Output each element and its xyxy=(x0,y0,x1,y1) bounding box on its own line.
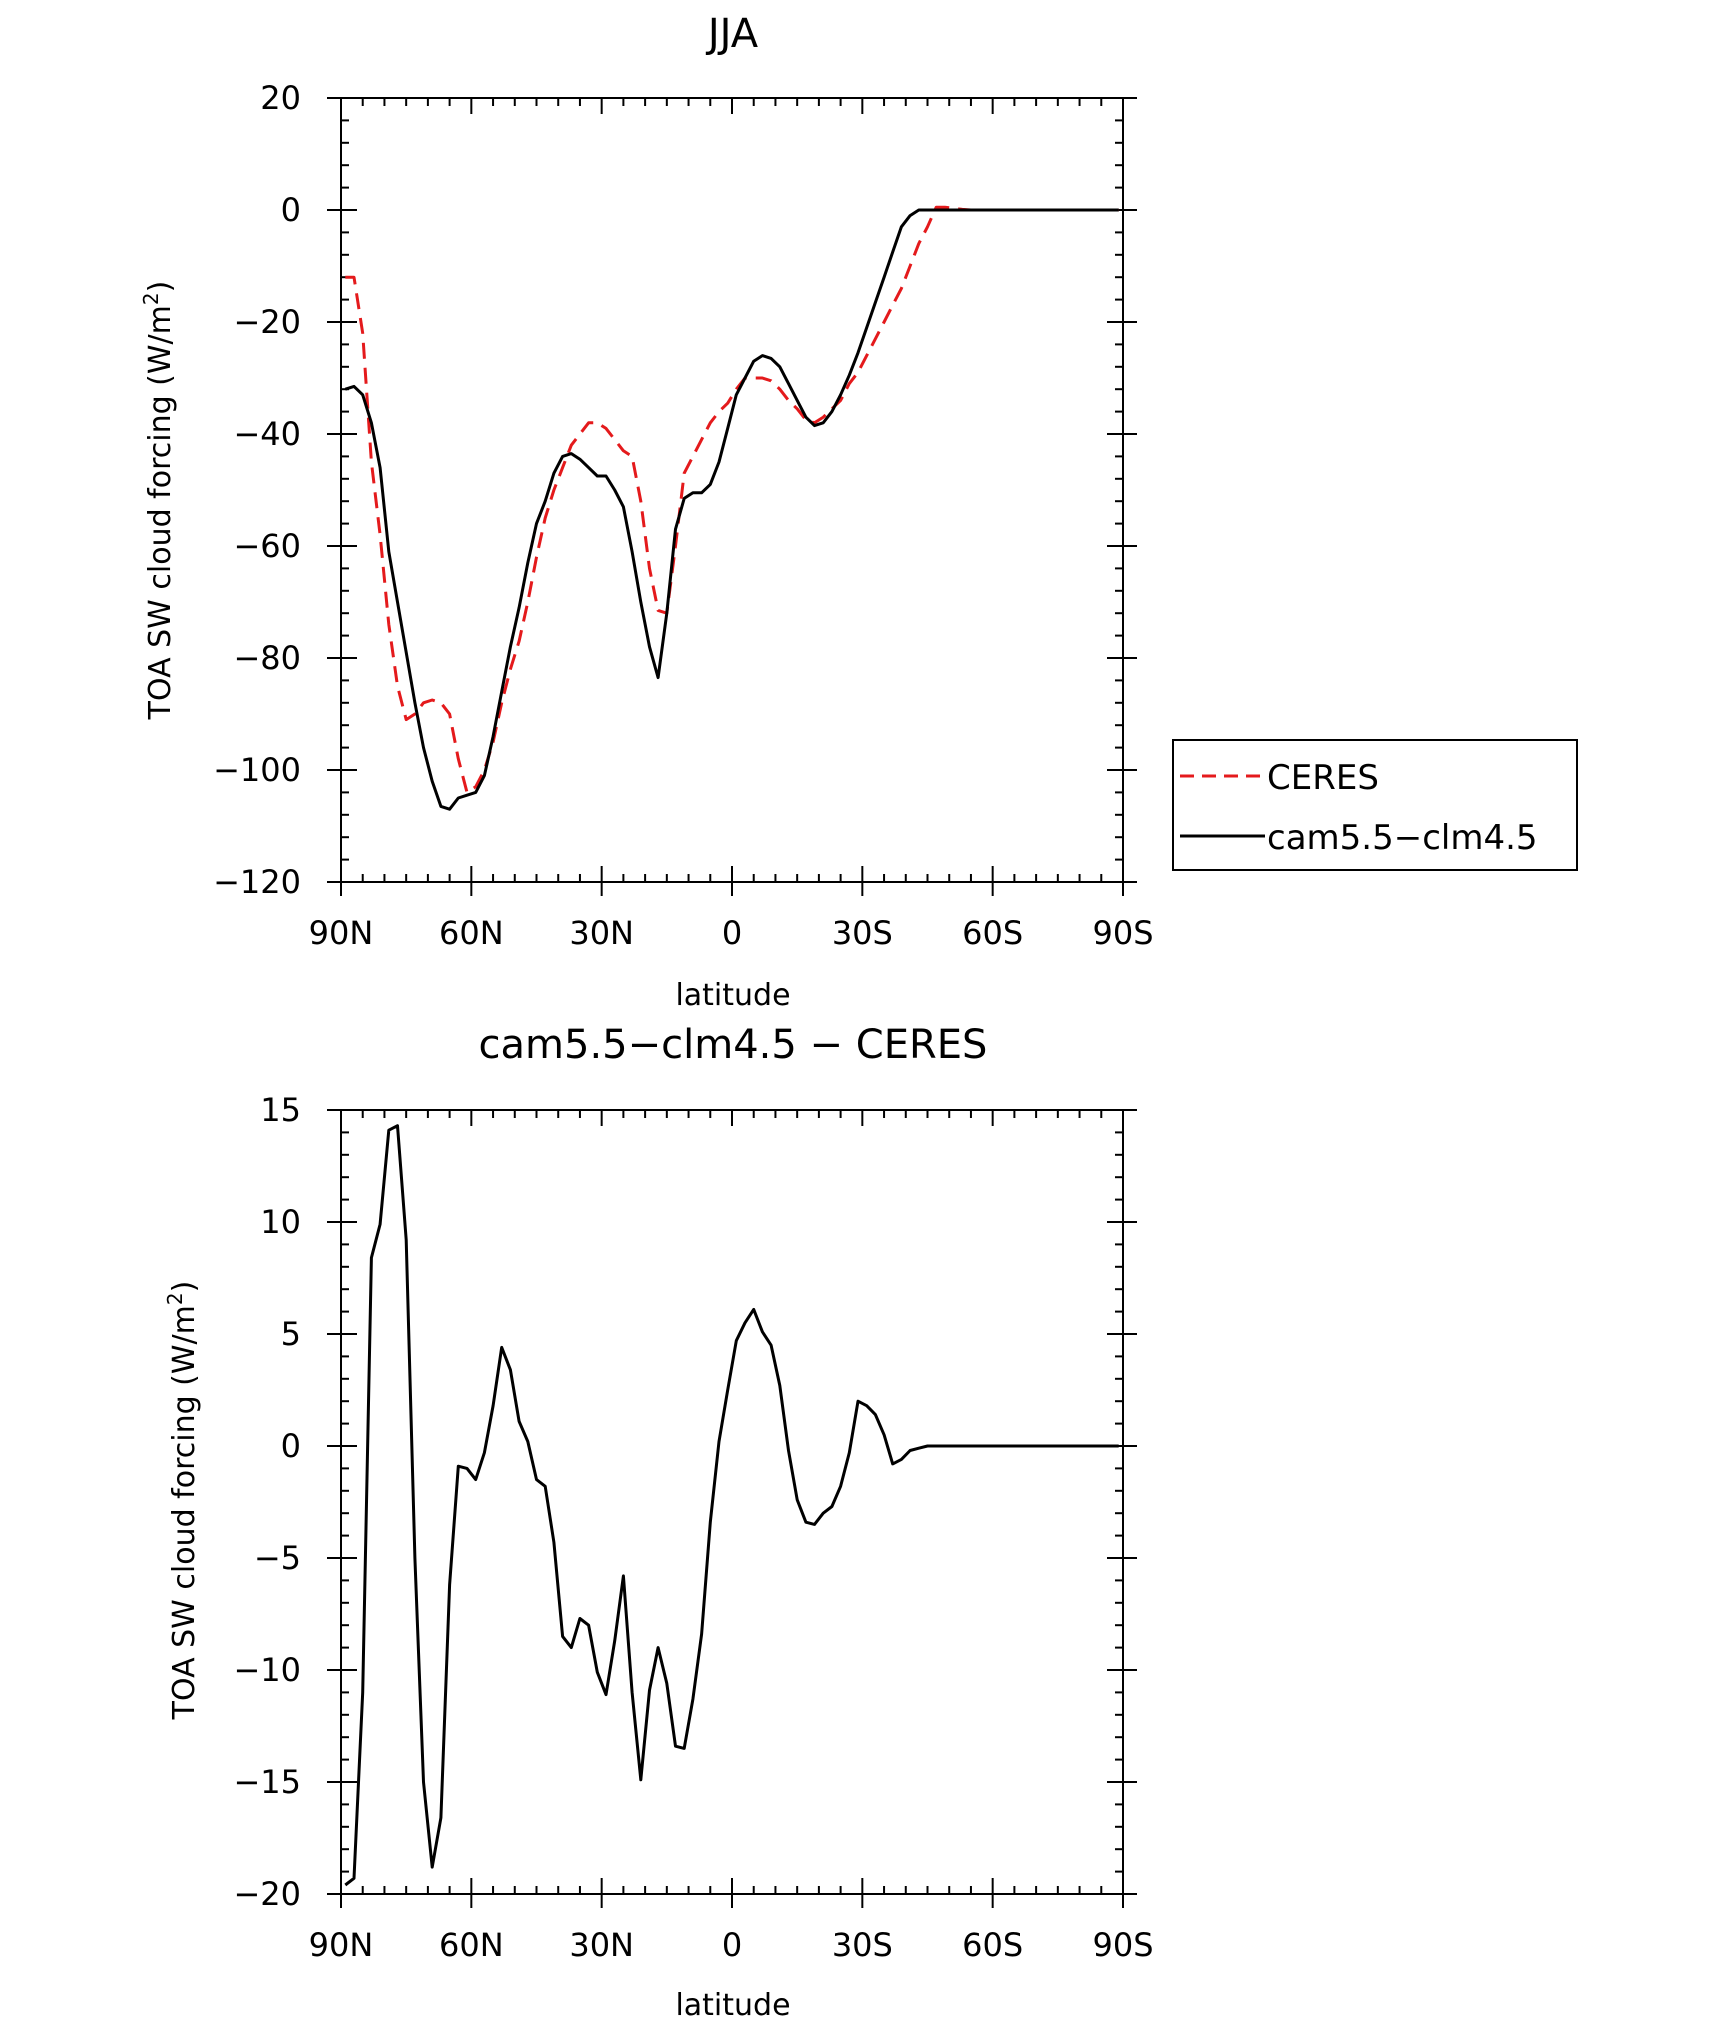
y-tick-label: −10 xyxy=(233,1651,301,1689)
y-tick-label: −5 xyxy=(254,1539,301,1577)
series-line-panel1-0 xyxy=(344,1124,1119,1887)
bottom-chart-title: cam5.5−clm4.5 − CERES xyxy=(479,1022,988,1068)
legend-label-ceres: CERES xyxy=(1267,758,1379,798)
x-tick-label: 30N xyxy=(569,1926,634,1964)
top-chart-title: JJA xyxy=(705,11,759,57)
x-tick-label: 90S xyxy=(1092,914,1153,952)
legend-box xyxy=(1172,739,1578,871)
x-tick-label: 60N xyxy=(439,914,504,952)
x-tick-label: 90S xyxy=(1092,1926,1153,1964)
bottom-plot-frame xyxy=(340,1109,1124,1895)
y-tick-label: 5 xyxy=(281,1315,301,1353)
y-tick-label: −15 xyxy=(233,1763,301,1801)
x-tick-label: 90N xyxy=(309,1926,374,1964)
bottom-y-axis-label: TOA SW cloud forcing (W/m2) xyxy=(163,1281,202,1721)
y-tick-label: −80 xyxy=(233,639,301,677)
x-tick-label: 30N xyxy=(569,914,634,952)
bottom-y-label-sup: 2 xyxy=(163,1292,187,1305)
top-y-label-text: TOA SW cloud forcing (W/m xyxy=(143,305,178,720)
x-tick-label: 30S xyxy=(832,914,893,952)
bottom-x-axis-label: latitude xyxy=(675,1988,790,2021)
series-line-cam5-5-clm4-5 xyxy=(344,208,1119,811)
y-tick-label: 20 xyxy=(260,79,301,117)
top-plot-frame xyxy=(340,97,1124,883)
y-tick-label: −120 xyxy=(213,863,301,901)
top-panel: JJA 90N 60N 30N 0 30S 60S 90S 20 0 −20 −40 −60 −80 −1… xyxy=(139,11,1578,1013)
top-y-axis-label: TOA SW cloud forcing (W/m2) xyxy=(139,281,178,721)
x-tick-label: 0 xyxy=(722,1926,742,1964)
top-y-label-sup: 2 xyxy=(139,292,163,305)
y-tick-label: 0 xyxy=(281,191,301,229)
bottom-y-label-text: TOA SW cloud forcing (W/m xyxy=(167,1305,202,1720)
legend-label-cam: cam5.5−clm4.5 xyxy=(1267,818,1538,858)
top-x-axis-label: latitude xyxy=(675,978,790,1013)
series-line-ceres xyxy=(345,205,1119,794)
y-tick-label: 10 xyxy=(260,1203,301,1241)
x-tick-label: 90N xyxy=(309,914,374,952)
y-tick-label: −60 xyxy=(233,527,301,565)
bottom-panel: cam5.5−clm4.5 − CERES 90N 60N 30N 0 30S 60S 90… xyxy=(163,1022,1154,2021)
x-tick-label: 60S xyxy=(962,1926,1023,1964)
bottom-y-label-close: ) xyxy=(167,1281,202,1293)
top-y-label-close: ) xyxy=(143,281,178,293)
legend: CERES cam5.5−clm4.5 xyxy=(1172,739,1578,871)
y-tick-label: −20 xyxy=(233,303,301,341)
x-tick-label: 0 xyxy=(722,914,742,952)
x-tick-label: 30S xyxy=(832,1926,893,1964)
x-tick-label: 60N xyxy=(439,1926,504,1964)
y-tick-label: −20 xyxy=(233,1875,301,1913)
x-tick-label: 60S xyxy=(962,914,1023,952)
y-tick-label: 15 xyxy=(260,1091,301,1129)
y-tick-label: −40 xyxy=(233,415,301,453)
y-tick-label: −100 xyxy=(213,751,301,789)
y-tick-label: 0 xyxy=(281,1427,301,1465)
